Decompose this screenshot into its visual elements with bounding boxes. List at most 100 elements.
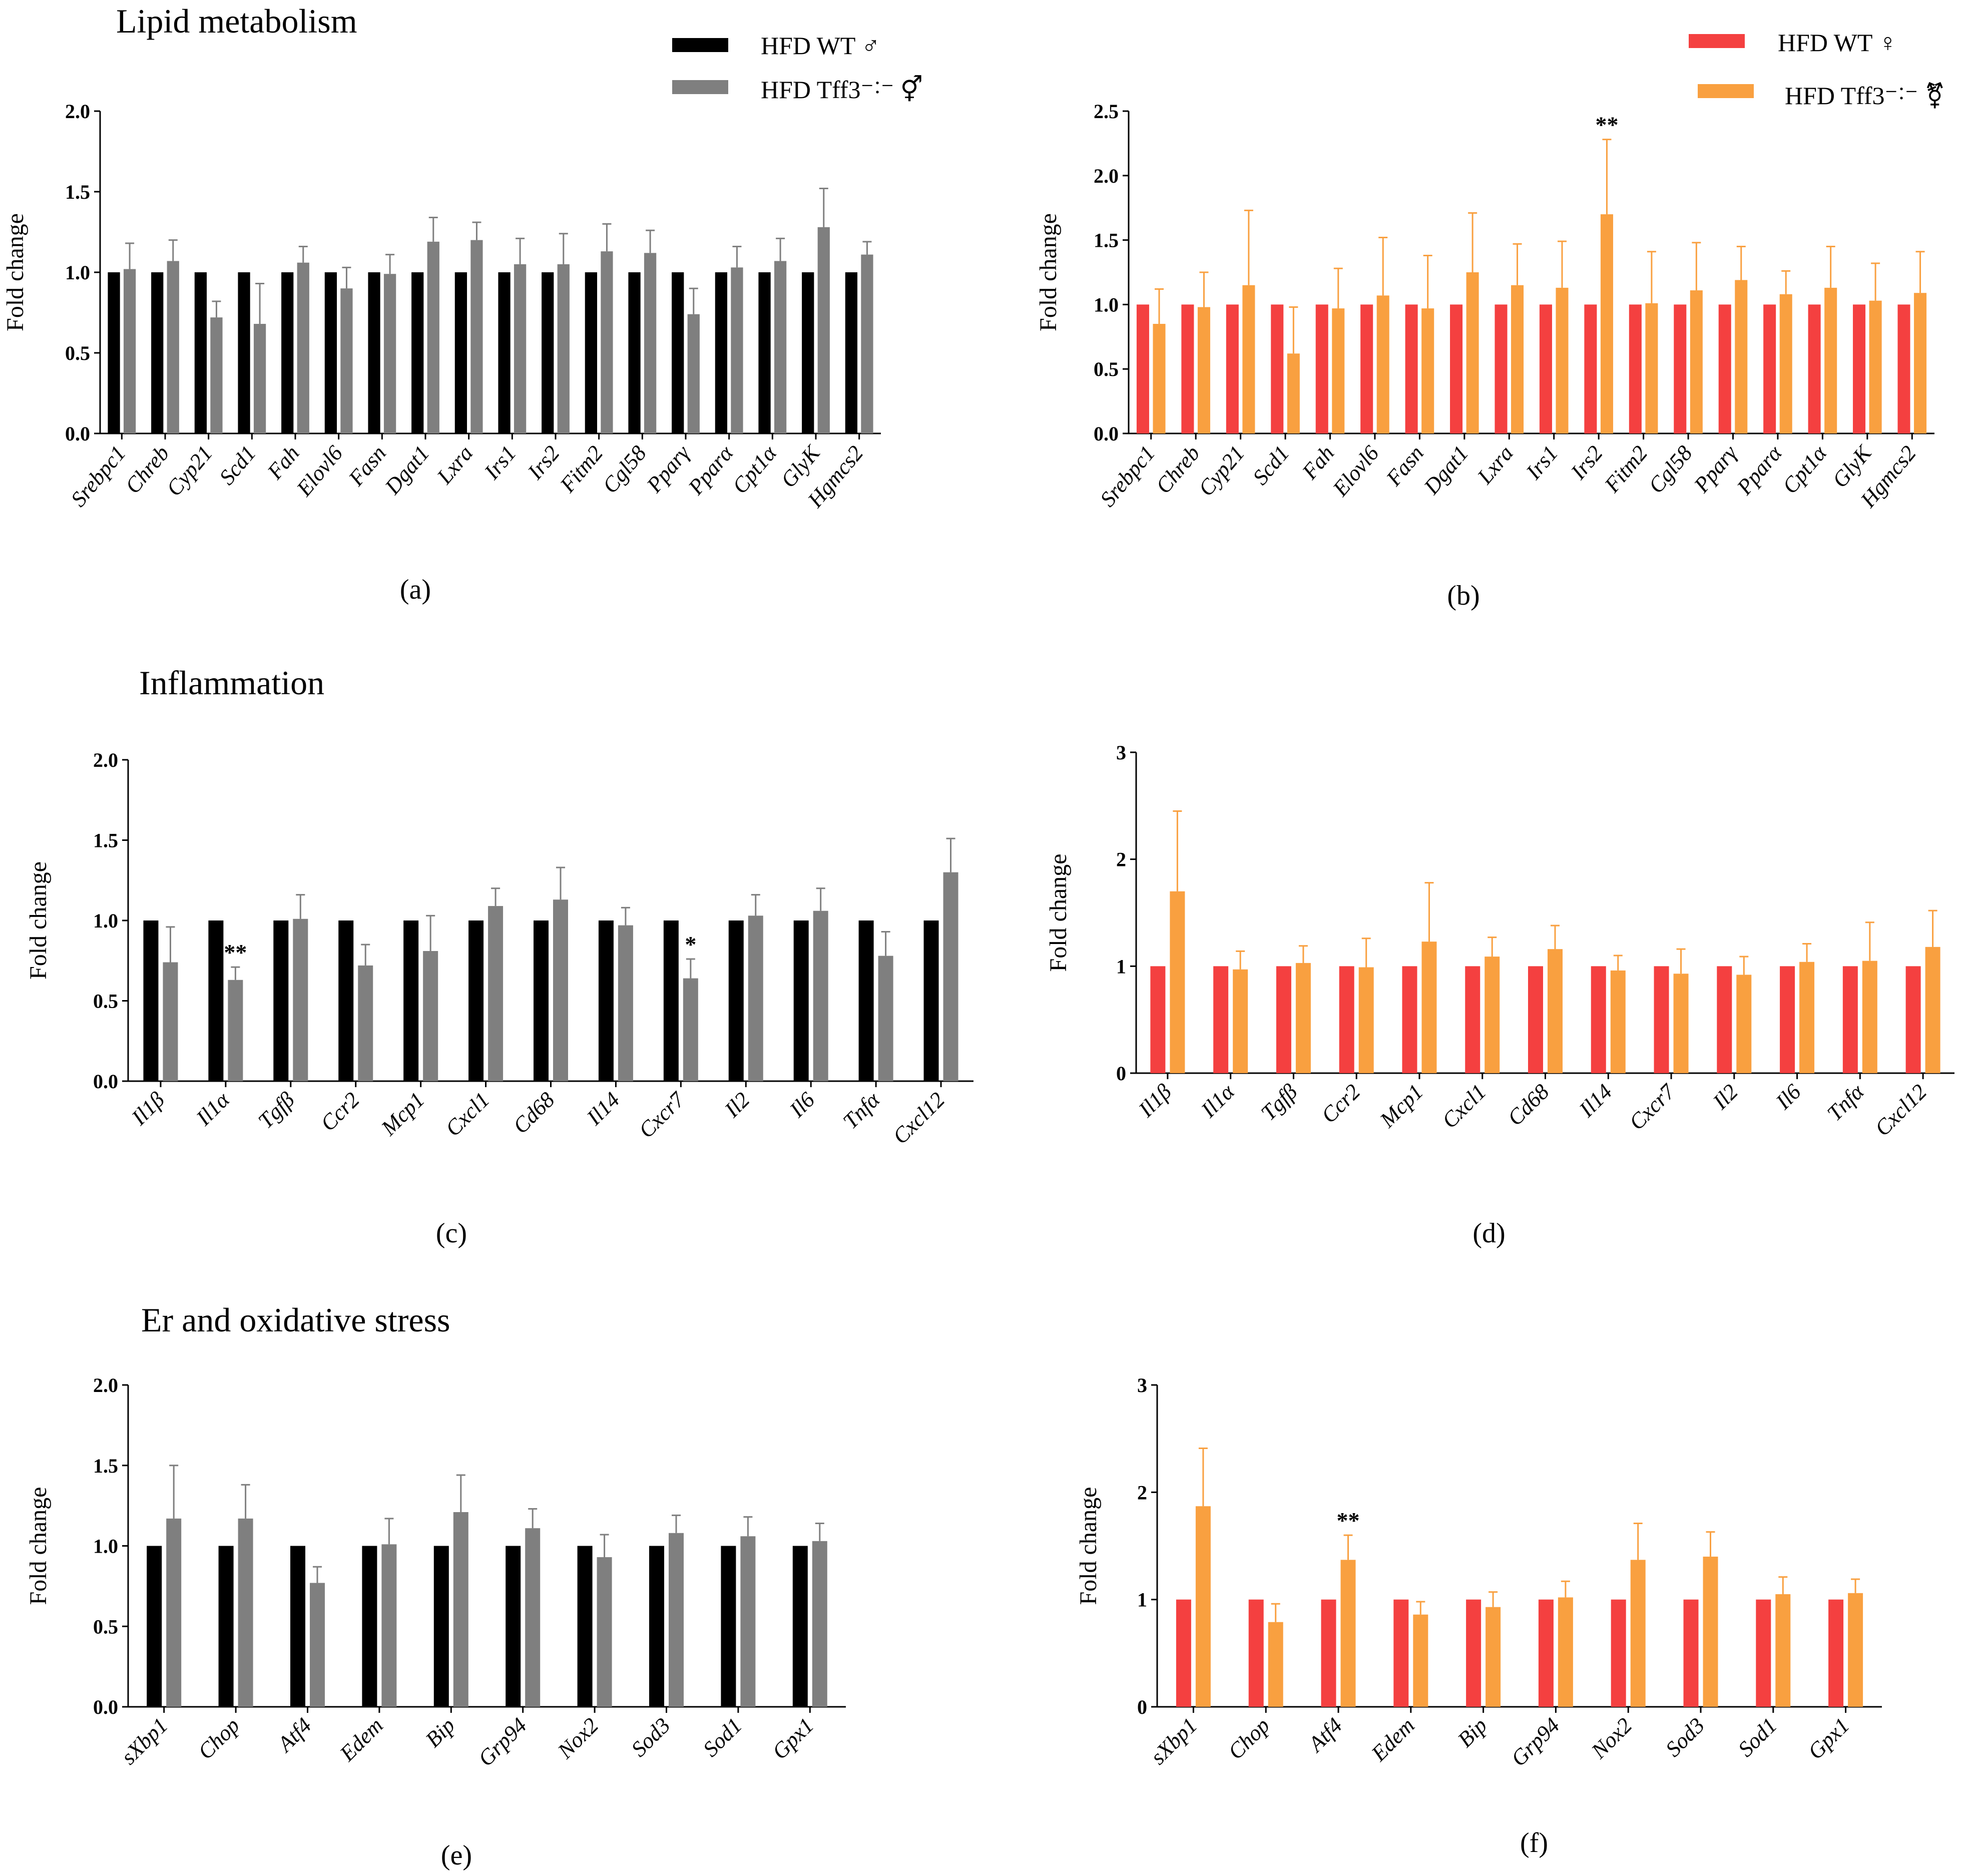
bar-ko — [861, 254, 873, 433]
y-tick-label: 1.5 — [1094, 229, 1119, 252]
y-tick-label: 0.0 — [1094, 422, 1119, 445]
y-tick-label: 1.0 — [93, 909, 118, 932]
x-tick-label: Pparγ — [642, 440, 695, 498]
bar-ko — [1775, 1594, 1791, 1707]
bar-ko — [1556, 287, 1569, 433]
bar-ko — [488, 906, 504, 1081]
bar-wt — [143, 920, 159, 1081]
bar-ko — [310, 1583, 325, 1707]
bar-wt — [1321, 1599, 1336, 1707]
bar-ko — [618, 925, 633, 1081]
bar-ko — [1869, 300, 1882, 433]
y-tick-label: 2.0 — [1094, 165, 1119, 187]
bar-ko — [817, 227, 830, 433]
x-tick-label: Pparα — [1732, 440, 1787, 500]
significance-marker: ** — [224, 940, 247, 965]
x-tick-label: Chop — [1223, 1713, 1274, 1764]
bar-wt — [649, 1546, 664, 1707]
bar-wt — [454, 272, 467, 433]
bar-ko — [210, 317, 223, 433]
bar-ko — [1511, 285, 1524, 433]
bar-wt — [1756, 1599, 1771, 1707]
panel-label-c: (c) — [436, 1218, 467, 1249]
bar-ko — [293, 918, 308, 1081]
x-tick-label: Lxra — [1472, 441, 1518, 489]
bar-ko — [748, 915, 763, 1081]
x-tick-label: Irs1 — [1521, 441, 1563, 485]
y-tick-label: 1.0 — [93, 1535, 118, 1558]
section-title-inflammation: Inflammation — [139, 664, 324, 702]
panel-label-a: (a) — [400, 574, 431, 605]
bar-ko — [525, 1528, 541, 1707]
y-tick-label: 0.5 — [1094, 358, 1119, 380]
bar-wt — [598, 920, 614, 1081]
legend-swatch-male-ko — [672, 80, 728, 94]
significance-marker: ** — [1595, 112, 1618, 138]
bar-ko — [943, 872, 958, 1081]
bar-ko — [1233, 969, 1248, 1073]
bar-ko — [1548, 949, 1563, 1073]
bar-wt — [758, 272, 771, 433]
x-tick-label: Ccr2 — [1316, 1079, 1365, 1128]
x-tick-label: Il1α — [191, 1087, 235, 1131]
bar-wt — [208, 920, 224, 1081]
bar-wt — [1718, 304, 1731, 433]
bar-wt — [151, 272, 164, 433]
y-axis-title: Fold change — [25, 861, 52, 980]
bar-wt — [468, 920, 484, 1081]
bar-ko — [687, 314, 700, 433]
bar-wt — [403, 920, 419, 1081]
bar-wt — [858, 920, 874, 1081]
x-tick-label: Cd68 — [508, 1087, 559, 1138]
bar-ko — [514, 264, 527, 433]
bar-wt — [1402, 966, 1417, 1073]
bar-ko — [597, 1557, 612, 1707]
bar-wt — [1181, 304, 1194, 433]
y-tick-label: 3 — [1137, 1374, 1147, 1396]
x-tick-label: Il1α — [1196, 1079, 1239, 1123]
x-tick-label: Il2 — [719, 1087, 754, 1122]
bar-ko — [381, 1544, 397, 1707]
x-tick-label: Il6 — [1771, 1079, 1806, 1114]
bar-ko — [163, 962, 178, 1081]
bar-wt — [1591, 966, 1606, 1073]
x-tick-label: Srebpc1 — [66, 441, 131, 512]
bar-wt — [721, 1546, 736, 1707]
bar-ko — [1645, 303, 1658, 433]
bar-wt — [1853, 304, 1866, 433]
bar-wt — [1905, 966, 1921, 1073]
bar-ko — [774, 261, 787, 433]
x-tick-label: Tgfβ — [1256, 1079, 1302, 1125]
bar-wt — [506, 1546, 521, 1707]
y-tick-label: 1.0 — [65, 261, 90, 284]
legend-male: HFD WT ♂ HFD Tff3⁻˸⁻ ⚥ — [672, 32, 923, 104]
bar-wt — [1629, 304, 1642, 433]
bar-ko — [1736, 975, 1752, 1073]
y-tick-label: 2.0 — [93, 1374, 118, 1396]
bar-wt — [1717, 966, 1732, 1073]
legend-female: HFD WT ♀ HFD Tff3⁻˸⁻ ⚧ — [1689, 29, 1945, 110]
bar-wt — [362, 1546, 377, 1707]
x-tick-label: Chop — [193, 1713, 244, 1764]
y-tick-label: 2 — [1137, 1481, 1147, 1504]
bar-ko — [383, 274, 396, 433]
bar-ko — [813, 910, 828, 1081]
y-tick-label: 1 — [1137, 1589, 1147, 1611]
bar-ko — [1673, 974, 1689, 1073]
bar-ko — [1197, 307, 1210, 433]
x-tick-label: Il1β — [127, 1087, 169, 1130]
bar-ko — [228, 980, 243, 1081]
bar-ko — [423, 951, 438, 1081]
bar-ko — [340, 288, 353, 433]
bar-ko — [253, 324, 266, 433]
bar-ko — [1630, 1560, 1646, 1707]
bar-wt — [542, 272, 554, 433]
bar-wt — [585, 272, 598, 433]
y-axis-title: Fold change — [1045, 854, 1072, 972]
x-tick-label: Lxra — [432, 441, 478, 489]
x-tick-label: Elovl6 — [1328, 441, 1384, 501]
bar-wt — [802, 272, 814, 433]
y-tick-label: 2.0 — [93, 749, 118, 771]
y-tick-label: 3 — [1116, 741, 1126, 764]
